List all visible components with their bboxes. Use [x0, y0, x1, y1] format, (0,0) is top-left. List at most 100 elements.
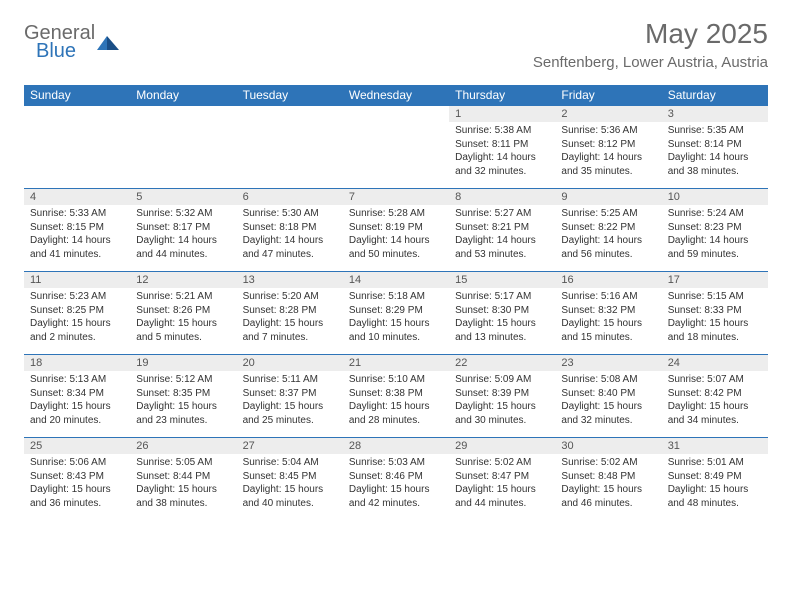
daylight-text-1: Daylight: 14 hours: [668, 151, 762, 165]
day-number-cell: 28: [343, 438, 449, 455]
month-title: May 2025: [533, 18, 768, 50]
day-number-cell: 27: [237, 438, 343, 455]
weekday-header: Monday: [130, 85, 236, 106]
day-details-cell: Sunrise: 5:20 AMSunset: 8:28 PMDaylight:…: [237, 288, 343, 355]
day-details-row: Sunrise: 5:13 AMSunset: 8:34 PMDaylight:…: [24, 371, 768, 438]
day-details-row: Sunrise: 5:06 AMSunset: 8:43 PMDaylight:…: [24, 454, 768, 520]
daylight-text-2: and 40 minutes.: [243, 497, 337, 511]
sunrise-text: Sunrise: 5:27 AM: [455, 207, 549, 221]
sunset-text: Sunset: 8:33 PM: [668, 304, 762, 318]
daylight-text-2: and 38 minutes.: [136, 497, 230, 511]
daylight-text-2: and 44 minutes.: [136, 248, 230, 262]
sunset-text: Sunset: 8:38 PM: [349, 387, 443, 401]
sunset-text: Sunset: 8:37 PM: [243, 387, 337, 401]
sunrise-text: Sunrise: 5:28 AM: [349, 207, 443, 221]
daylight-text-1: Daylight: 15 hours: [243, 400, 337, 414]
sunset-text: Sunset: 8:21 PM: [455, 221, 549, 235]
sunrise-text: Sunrise: 5:35 AM: [668, 124, 762, 138]
day-number-cell: 6: [237, 189, 343, 206]
daylight-text-2: and 47 minutes.: [243, 248, 337, 262]
day-details-cell: Sunrise: 5:33 AMSunset: 8:15 PMDaylight:…: [24, 205, 130, 272]
daylight-text-1: Daylight: 14 hours: [30, 234, 124, 248]
day-details-cell: [237, 122, 343, 189]
day-number-cell: 25: [24, 438, 130, 455]
sunset-text: Sunset: 8:12 PM: [561, 138, 655, 152]
day-details-cell: Sunrise: 5:17 AMSunset: 8:30 PMDaylight:…: [449, 288, 555, 355]
daylight-text-1: Daylight: 15 hours: [455, 400, 549, 414]
sunset-text: Sunset: 8:48 PM: [561, 470, 655, 484]
day-number-cell: 4: [24, 189, 130, 206]
day-number-cell: 23: [555, 355, 661, 372]
weekday-header: Sunday: [24, 85, 130, 106]
day-details-cell: Sunrise: 5:16 AMSunset: 8:32 PMDaylight:…: [555, 288, 661, 355]
day-details-cell: Sunrise: 5:07 AMSunset: 8:42 PMDaylight:…: [662, 371, 768, 438]
daylight-text-2: and 32 minutes.: [455, 165, 549, 179]
calendar-table: Sunday Monday Tuesday Wednesday Thursday…: [24, 85, 768, 520]
day-number-cell: 9: [555, 189, 661, 206]
daylight-text-1: Daylight: 15 hours: [668, 400, 762, 414]
daylight-text-2: and 18 minutes.: [668, 331, 762, 345]
daylight-text-2: and 13 minutes.: [455, 331, 549, 345]
daylight-text-1: Daylight: 14 hours: [455, 151, 549, 165]
daylight-text-1: Daylight: 15 hours: [561, 400, 655, 414]
weekday-header: Tuesday: [237, 85, 343, 106]
daylight-text-2: and 59 minutes.: [668, 248, 762, 262]
day-number-cell: 24: [662, 355, 768, 372]
day-number-cell: 2: [555, 106, 661, 123]
sunrise-text: Sunrise: 5:16 AM: [561, 290, 655, 304]
day-number-cell: [24, 106, 130, 123]
sunset-text: Sunset: 8:45 PM: [243, 470, 337, 484]
daylight-text-1: Daylight: 14 hours: [561, 151, 655, 165]
day-number-cell: [130, 106, 236, 123]
weekday-header: Thursday: [449, 85, 555, 106]
sunset-text: Sunset: 8:29 PM: [349, 304, 443, 318]
day-details-cell: Sunrise: 5:04 AMSunset: 8:45 PMDaylight:…: [237, 454, 343, 520]
sunrise-text: Sunrise: 5:07 AM: [668, 373, 762, 387]
day-details-cell: Sunrise: 5:03 AMSunset: 8:46 PMDaylight:…: [343, 454, 449, 520]
day-number-row: 11121314151617: [24, 272, 768, 289]
daylight-text-2: and 2 minutes.: [30, 331, 124, 345]
daylight-text-1: Daylight: 15 hours: [455, 483, 549, 497]
header: General Blue May 2025 Senftenberg, Lower…: [24, 18, 768, 71]
day-number-cell: 5: [130, 189, 236, 206]
sunrise-text: Sunrise: 5:23 AM: [30, 290, 124, 304]
brand-logo: General Blue: [24, 18, 121, 60]
daylight-text-2: and 10 minutes.: [349, 331, 443, 345]
daylight-text-1: Daylight: 15 hours: [668, 483, 762, 497]
sunset-text: Sunset: 8:11 PM: [455, 138, 549, 152]
sunrise-text: Sunrise: 5:36 AM: [561, 124, 655, 138]
sunrise-text: Sunrise: 5:33 AM: [30, 207, 124, 221]
sunset-text: Sunset: 8:44 PM: [136, 470, 230, 484]
day-number-cell: 7: [343, 189, 449, 206]
daylight-text-2: and 32 minutes.: [561, 414, 655, 428]
day-details-cell: Sunrise: 5:28 AMSunset: 8:19 PMDaylight:…: [343, 205, 449, 272]
sunrise-text: Sunrise: 5:38 AM: [455, 124, 549, 138]
sunrise-text: Sunrise: 5:21 AM: [136, 290, 230, 304]
daylight-text-1: Daylight: 15 hours: [136, 317, 230, 331]
daylight-text-1: Daylight: 15 hours: [668, 317, 762, 331]
day-number-cell: 11: [24, 272, 130, 289]
sunrise-text: Sunrise: 5:13 AM: [30, 373, 124, 387]
daylight-text-2: and 35 minutes.: [561, 165, 655, 179]
sunrise-text: Sunrise: 5:30 AM: [243, 207, 337, 221]
day-number-cell: 31: [662, 438, 768, 455]
daylight-text-2: and 53 minutes.: [455, 248, 549, 262]
day-number-cell: 3: [662, 106, 768, 123]
day-number-cell: 16: [555, 272, 661, 289]
day-details-cell: Sunrise: 5:05 AMSunset: 8:44 PMDaylight:…: [130, 454, 236, 520]
sunset-text: Sunset: 8:22 PM: [561, 221, 655, 235]
brand-part2: Blue: [36, 42, 95, 60]
daylight-text-2: and 48 minutes.: [668, 497, 762, 511]
day-details-cell: [24, 122, 130, 189]
day-details-cell: Sunrise: 5:21 AMSunset: 8:26 PMDaylight:…: [130, 288, 236, 355]
sunset-text: Sunset: 8:39 PM: [455, 387, 549, 401]
weekday-header: Wednesday: [343, 85, 449, 106]
title-block: May 2025 Senftenberg, Lower Austria, Aus…: [533, 18, 768, 71]
brand-text: General Blue: [24, 24, 95, 60]
day-details-cell: Sunrise: 5:02 AMSunset: 8:47 PMDaylight:…: [449, 454, 555, 520]
sunset-text: Sunset: 8:23 PM: [668, 221, 762, 235]
day-number-cell: 10: [662, 189, 768, 206]
sunrise-text: Sunrise: 5:09 AM: [455, 373, 549, 387]
logo-triangle-icon: [97, 32, 121, 52]
daylight-text-2: and 46 minutes.: [561, 497, 655, 511]
